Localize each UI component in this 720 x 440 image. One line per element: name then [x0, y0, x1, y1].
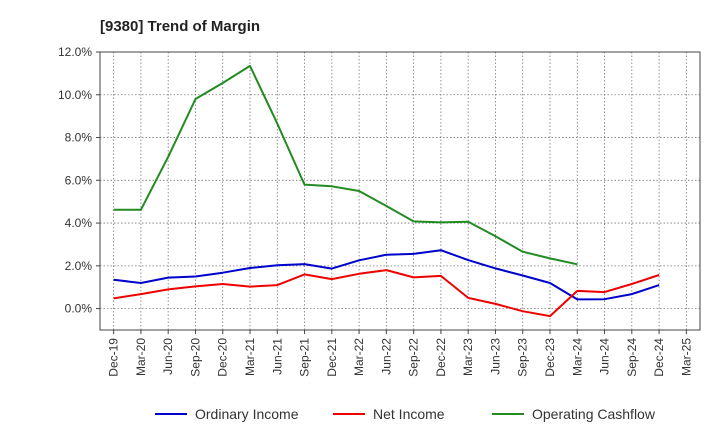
series-line-net-income: [113, 269, 660, 318]
x-tick-label: Dec-24: [652, 338, 666, 377]
x-tick-label: Mar-24: [570, 338, 584, 376]
legend-label-operating-cashflow: Operating Cashflow: [532, 406, 656, 422]
y-tick-label: 8.0%: [65, 131, 93, 145]
x-tick-label: Mar-25: [679, 338, 693, 376]
x-tick-label: Mar-22: [352, 338, 366, 376]
x-tick-label: Mar-23: [461, 338, 475, 376]
x-tick-label: Mar-20: [134, 338, 148, 376]
y-axis: 0.0% 2.0% 4.0% 6.0% 8.0% 10.0% 12.0%: [58, 45, 100, 316]
x-tick-label: Sep-24: [625, 338, 639, 377]
y-tick-label: 2.0%: [65, 259, 93, 273]
x-tick-label: Sep-22: [407, 338, 421, 377]
x-tick-label: Mar-21: [243, 338, 257, 376]
x-tick-label: Jun-23: [488, 338, 502, 375]
y-tick-label: 0.0%: [65, 302, 93, 316]
x-tick-label: Dec-19: [107, 338, 121, 377]
x-tick-label: Sep-23: [516, 338, 530, 377]
x-tick-label: Sep-21: [298, 338, 312, 377]
series-line-ordinary-income: [113, 249, 660, 301]
x-tick-label: Dec-23: [543, 338, 557, 377]
x-tick-label: Jun-24: [598, 338, 612, 375]
y-tick-label: 4.0%: [65, 216, 93, 230]
series-line-operating-cashflow: [113, 64, 578, 266]
grid: [100, 51, 700, 330]
y-tick-label: 12.0%: [58, 45, 92, 59]
x-tick-label: Jun-21: [270, 338, 284, 375]
x-axis: Dec-19 Mar-20 Jun-20 Sep-20 Dec-20 Mar-21 Jun-…: [107, 330, 693, 377]
x-tick-label: Dec-22: [434, 338, 448, 377]
y-tick-label: 6.0%: [65, 173, 93, 187]
legend-label-ordinary-income: Ordinary Income: [195, 406, 299, 422]
x-tick-label: Sep-20: [188, 338, 202, 377]
x-tick-label: Jun-22: [379, 338, 393, 375]
legend: Ordinary Income Net Income Operating Cashf…: [155, 406, 656, 422]
series-lines: [113, 64, 660, 318]
y-tick-label: 10.0%: [58, 88, 92, 102]
x-tick-label: Dec-20: [216, 338, 230, 377]
chart-title: [9380] Trend of Margin: [100, 18, 260, 35]
plot-area-frame: [99, 51, 701, 331]
x-tick-label: Dec-21: [325, 338, 339, 377]
legend-label-net-income: Net Income: [373, 406, 445, 422]
x-tick-label: Jun-20: [161, 338, 175, 375]
